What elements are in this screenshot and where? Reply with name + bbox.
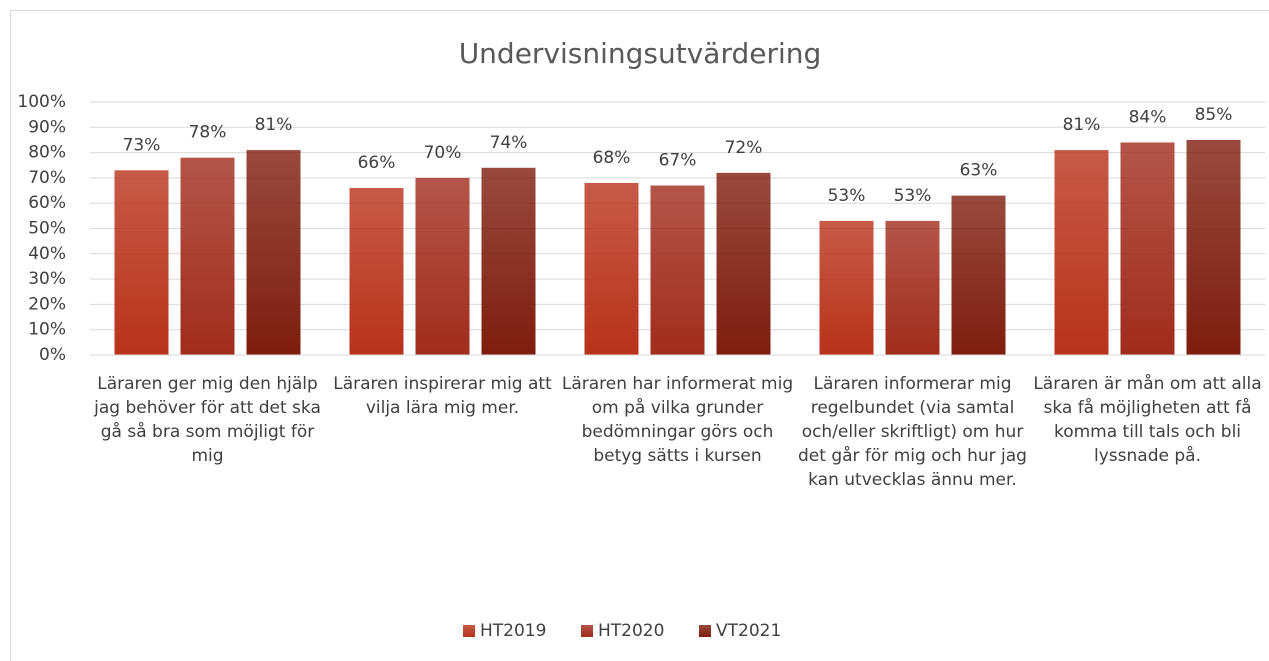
bar (1186, 139, 1241, 355)
legend-swatch (463, 625, 475, 637)
y-tick-label: 90% (28, 117, 66, 137)
data-label: 66% (358, 153, 396, 173)
y-tick-label: 50% (28, 219, 66, 239)
bar (716, 172, 771, 355)
legend-swatch (581, 625, 593, 637)
y-tick-label: 60% (28, 193, 66, 213)
x-tick-label: Läraren inspirerar mig att vilja lära mi… (333, 374, 552, 418)
data-label: 73% (123, 135, 161, 155)
y-tick-label: 0% (39, 345, 66, 365)
data-label: 85% (1195, 105, 1233, 125)
bar (885, 220, 940, 355)
data-label: 81% (1063, 115, 1101, 135)
bar (246, 150, 301, 355)
data-label: 63% (960, 161, 998, 181)
bar (584, 182, 639, 355)
legend-swatch (699, 625, 711, 637)
bar (819, 220, 874, 355)
data-label: 68% (593, 148, 631, 168)
bar (1120, 142, 1175, 355)
bar (415, 177, 470, 355)
data-label: 78% (189, 123, 227, 143)
bar (481, 167, 536, 355)
y-tick-label: 30% (28, 269, 66, 289)
chart-border (10, 10, 1269, 661)
y-tick-label: 70% (28, 168, 66, 188)
x-tick-label: Läraren är mån om att alla ska få möjlig… (1033, 374, 1262, 466)
legend-label: HT2020 (598, 621, 664, 641)
y-tick-label: 10% (28, 320, 66, 340)
bar (349, 188, 404, 355)
data-label: 72% (725, 138, 763, 158)
data-label: 53% (894, 186, 932, 206)
data-label: 81% (255, 115, 293, 135)
x-tick-label: Läraren informerar mig regelbundet (via … (798, 374, 1027, 490)
x-tick-label: Läraren har informerat mig om på vilka g… (561, 374, 794, 466)
bar (951, 195, 1006, 355)
y-tick-label: 100% (17, 92, 66, 112)
y-tick-label: 20% (28, 294, 66, 314)
bar (650, 185, 705, 355)
bar (180, 157, 235, 355)
data-label: 74% (490, 133, 528, 153)
x-tick-label: Läraren ger mig den hjälp jag behöver fö… (94, 374, 321, 466)
data-label: 53% (828, 186, 866, 206)
legend-label: HT2019 (480, 621, 546, 641)
data-label: 84% (1129, 107, 1167, 127)
data-label: 70% (424, 143, 462, 163)
chart-title: Undervisningsutvärdering (459, 37, 822, 70)
legend-label: VT2021 (716, 621, 781, 641)
bar (114, 170, 169, 355)
bar (1054, 150, 1109, 355)
data-label: 67% (659, 150, 697, 170)
y-tick-label: 40% (28, 244, 66, 264)
y-tick-label: 80% (28, 143, 66, 163)
